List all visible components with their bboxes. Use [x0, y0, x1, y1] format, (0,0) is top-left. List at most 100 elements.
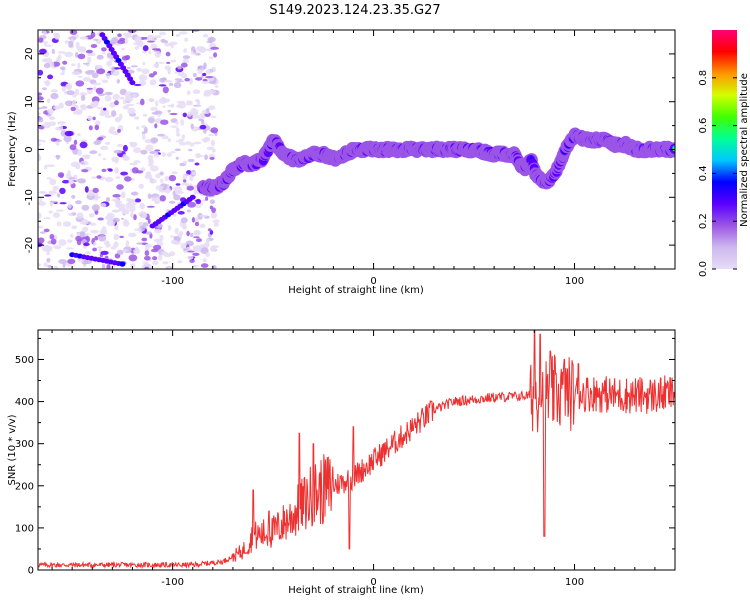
noise-speck [191, 264, 199, 268]
colorbar-label: Normalized spectral amplitude [739, 73, 750, 227]
noise-speck [119, 96, 125, 100]
colorbar: 0.0 0.2 0.4 0.6 0.8 Normalized spectral ampl… [698, 30, 750, 277]
noise-speck [101, 52, 107, 55]
noise-speck [101, 47, 107, 52]
noise-speck [141, 213, 148, 219]
noise-speck [159, 195, 166, 202]
noise-speck [178, 31, 188, 35]
noise-speck [46, 257, 51, 263]
noise-speck [130, 191, 138, 196]
noise-speck [178, 231, 184, 236]
noise-speck [48, 210, 53, 214]
noise-speck [56, 57, 61, 63]
noise-speck [200, 75, 204, 79]
noise-speck [144, 139, 153, 144]
noise-speck [209, 245, 217, 252]
snr-ylabel: SNR (10 * v/v) [7, 414, 18, 485]
noise-streak [103, 39, 110, 45]
noise-speck [48, 190, 58, 195]
noise-speck [39, 197, 43, 202]
noise-speck [208, 133, 214, 137]
noise-speck [70, 106, 76, 112]
noise-speck [126, 103, 135, 107]
noise-speck [106, 52, 111, 59]
noise-speck [205, 76, 214, 79]
noise-speck [69, 30, 78, 35]
noise-speck [80, 94, 86, 101]
noise-speck [199, 214, 207, 218]
noise-speck [150, 43, 158, 50]
noise-speck [53, 105, 61, 110]
noise-speck [195, 221, 199, 227]
noise-speck [114, 167, 119, 174]
noise-speck [182, 58, 189, 64]
noise-speck [75, 88, 80, 96]
noise-speck [93, 86, 97, 91]
noise-speck [191, 217, 195, 223]
noise-speck [153, 62, 160, 68]
noise-streak [127, 76, 134, 82]
noise-speck [100, 250, 109, 255]
noise-speck [121, 55, 129, 61]
noise-speck [116, 249, 124, 255]
noise-speck [87, 70, 96, 73]
noise-speck [84, 233, 90, 236]
noise-speck [204, 136, 210, 141]
noise-streak [119, 261, 126, 267]
noise-speck [81, 204, 90, 211]
noise-speck [161, 152, 166, 157]
noise-speck [101, 168, 107, 172]
noise-speck [82, 245, 87, 249]
noise-speck [112, 209, 118, 213]
noise-speck [38, 37, 44, 43]
noise-speck [149, 178, 157, 184]
noise-speck [72, 111, 82, 115]
noise-speck [185, 141, 191, 145]
noise-speck [194, 162, 200, 166]
noise-speck [101, 79, 109, 84]
noise-speck [162, 105, 166, 108]
y-tick-label: -10 [24, 189, 35, 205]
noise-streak [99, 32, 106, 38]
noise-speck [46, 98, 51, 104]
noise-speck [177, 211, 185, 215]
noise-speck [122, 144, 128, 152]
noise-speck [154, 123, 158, 129]
noise-speck [174, 227, 179, 235]
noise-speck [133, 147, 142, 154]
noise-speck [49, 116, 56, 120]
noise-speck [91, 72, 99, 79]
noise-speck [142, 61, 146, 66]
noise-speck [64, 130, 74, 137]
noise-speck [90, 229, 99, 234]
noise-streak [129, 80, 136, 86]
noise-speck [122, 99, 127, 105]
noise-speck [175, 120, 179, 125]
noise-speck [141, 237, 148, 242]
noise-speck [142, 133, 146, 140]
noise-speck [123, 249, 128, 252]
noise-speck [183, 160, 188, 164]
noise-speck [142, 45, 149, 52]
noise-speck [43, 228, 50, 233]
noise-speck [191, 171, 196, 175]
noise-speck [205, 252, 210, 257]
noise-speck [122, 32, 132, 36]
noise-speck [135, 170, 144, 174]
colorbar-tick-label: 0.0 [698, 261, 709, 277]
noise-speck [112, 194, 121, 198]
noise-speck [42, 87, 47, 91]
noise-speck [168, 174, 177, 182]
noise-speck [79, 92, 88, 96]
snr-panel: -100 0 100 0 100 200 300 400 500 Height of strai… [7, 329, 676, 596]
noise-speck [180, 73, 188, 79]
noise-speck [195, 198, 202, 205]
noise-speck [116, 184, 124, 190]
noise-speck [90, 44, 98, 48]
noise-speck [47, 264, 52, 268]
noise-speck [147, 193, 152, 199]
noise-speck [70, 63, 76, 67]
noise-speck [77, 46, 87, 53]
noise-speck [90, 31, 96, 38]
